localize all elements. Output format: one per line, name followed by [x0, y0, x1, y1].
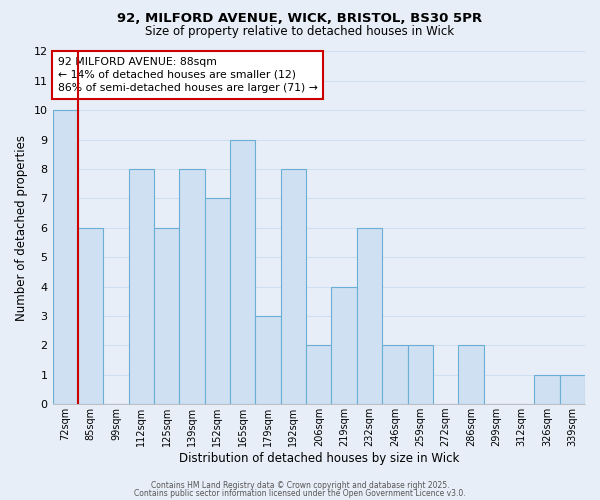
Bar [53, 110, 78, 404]
Text: Contains HM Land Registry data © Crown copyright and database right 2025.: Contains HM Land Registry data © Crown c… [151, 481, 449, 490]
Bar [458, 346, 484, 404]
Bar [281, 169, 306, 404]
Bar [230, 140, 256, 404]
Bar [331, 286, 357, 404]
Text: Size of property relative to detached houses in Wick: Size of property relative to detached ho… [145, 25, 455, 38]
Bar [407, 346, 433, 404]
Bar [154, 228, 179, 404]
Bar [560, 375, 585, 404]
Bar [534, 375, 560, 404]
Bar [179, 169, 205, 404]
Bar [306, 346, 331, 404]
X-axis label: Distribution of detached houses by size in Wick: Distribution of detached houses by size … [179, 452, 459, 465]
Bar [128, 169, 154, 404]
Text: 92 MILFORD AVENUE: 88sqm
← 14% of detached houses are smaller (12)
86% of semi-d: 92 MILFORD AVENUE: 88sqm ← 14% of detach… [58, 57, 318, 93]
Bar [382, 346, 407, 404]
Bar [357, 228, 382, 404]
Bar [256, 316, 281, 404]
Text: 92, MILFORD AVENUE, WICK, BRISTOL, BS30 5PR: 92, MILFORD AVENUE, WICK, BRISTOL, BS30 … [118, 12, 482, 26]
Y-axis label: Number of detached properties: Number of detached properties [15, 135, 28, 321]
Text: Contains public sector information licensed under the Open Government Licence v3: Contains public sector information licen… [134, 489, 466, 498]
Bar [78, 228, 103, 404]
Bar [205, 198, 230, 404]
